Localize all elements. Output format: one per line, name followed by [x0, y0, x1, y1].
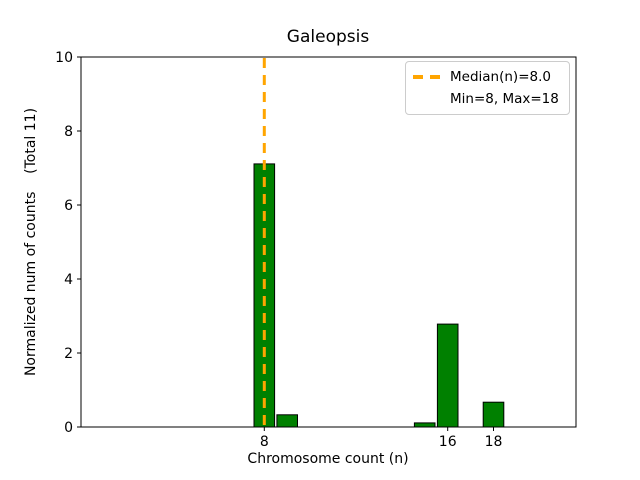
y-tick-label: 10 [55, 50, 73, 66]
histogram-bar [413, 422, 436, 428]
x-axis-label: Chromosome count (n) [247, 451, 409, 467]
legend-label-median: Median(n)=8.0 [450, 69, 551, 85]
chart-title: Galeopsis [286, 27, 370, 47]
x-tick-label: 18 [485, 434, 503, 450]
y-tick-label: 4 [64, 272, 73, 288]
legend: Median(n)=8.0 Min=8, Max=18 [405, 61, 570, 115]
histogram-bar [276, 414, 298, 428]
histogram-bar [482, 401, 505, 428]
x-tick-label: 16 [439, 434, 457, 450]
legend-entry-median: Median(n)=8.0 [413, 68, 561, 86]
median-dashed-line-icon [413, 75, 441, 79]
legend-label-minmax: Min=8, Max=18 [450, 91, 559, 107]
y-tick-label: 0 [64, 420, 73, 436]
y-tick-label: 8 [64, 124, 73, 140]
y-tick-label: 6 [64, 198, 73, 214]
legend-blank-marker [413, 97, 441, 101]
y-axis-label: Normalized num of counts (Total 11) [23, 107, 39, 377]
plot-spines [80, 56, 577, 428]
y-tick-label: 2 [64, 346, 73, 362]
legend-entry-minmax: Min=8, Max=18 [413, 90, 561, 108]
x-tick-label: 8 [260, 434, 269, 450]
histogram-bar [436, 323, 459, 428]
